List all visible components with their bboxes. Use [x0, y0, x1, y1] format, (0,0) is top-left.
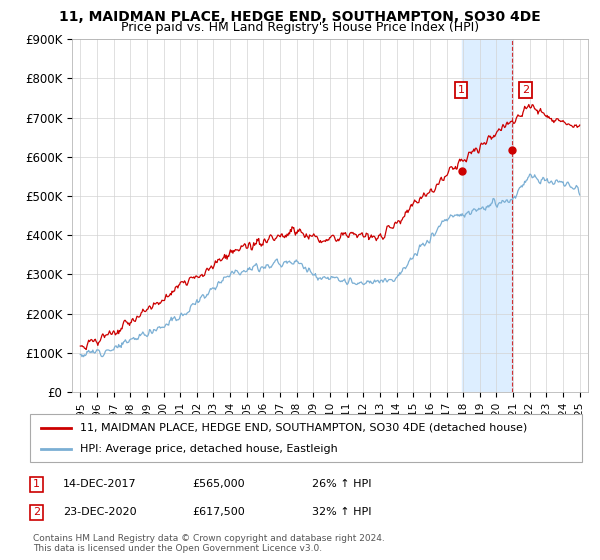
Text: 11, MAIDMAN PLACE, HEDGE END, SOUTHAMPTON, SO30 4DE: 11, MAIDMAN PLACE, HEDGE END, SOUTHAMPTO… — [59, 10, 541, 24]
Bar — [463, 39, 512, 392]
Text: 1: 1 — [33, 479, 40, 489]
Text: HPI: Average price, detached house, Eastleigh: HPI: Average price, detached house, East… — [80, 444, 337, 454]
Text: 32% ↑ HPI: 32% ↑ HPI — [312, 507, 371, 517]
Text: 23-DEC-2020: 23-DEC-2020 — [63, 507, 137, 517]
FancyBboxPatch shape — [30, 414, 582, 462]
Text: 1: 1 — [457, 85, 464, 95]
Text: 14-DEC-2017: 14-DEC-2017 — [63, 479, 137, 489]
Text: 26% ↑ HPI: 26% ↑ HPI — [312, 479, 371, 489]
Text: Contains HM Land Registry data © Crown copyright and database right 2024.
This d: Contains HM Land Registry data © Crown c… — [33, 534, 385, 553]
Text: £617,500: £617,500 — [192, 507, 245, 517]
Text: 2: 2 — [522, 85, 529, 95]
Text: Price paid vs. HM Land Registry's House Price Index (HPI): Price paid vs. HM Land Registry's House … — [121, 21, 479, 34]
Text: 11, MAIDMAN PLACE, HEDGE END, SOUTHAMPTON, SO30 4DE (detached house): 11, MAIDMAN PLACE, HEDGE END, SOUTHAMPTO… — [80, 423, 527, 433]
Text: 2: 2 — [33, 507, 40, 517]
Text: £565,000: £565,000 — [192, 479, 245, 489]
